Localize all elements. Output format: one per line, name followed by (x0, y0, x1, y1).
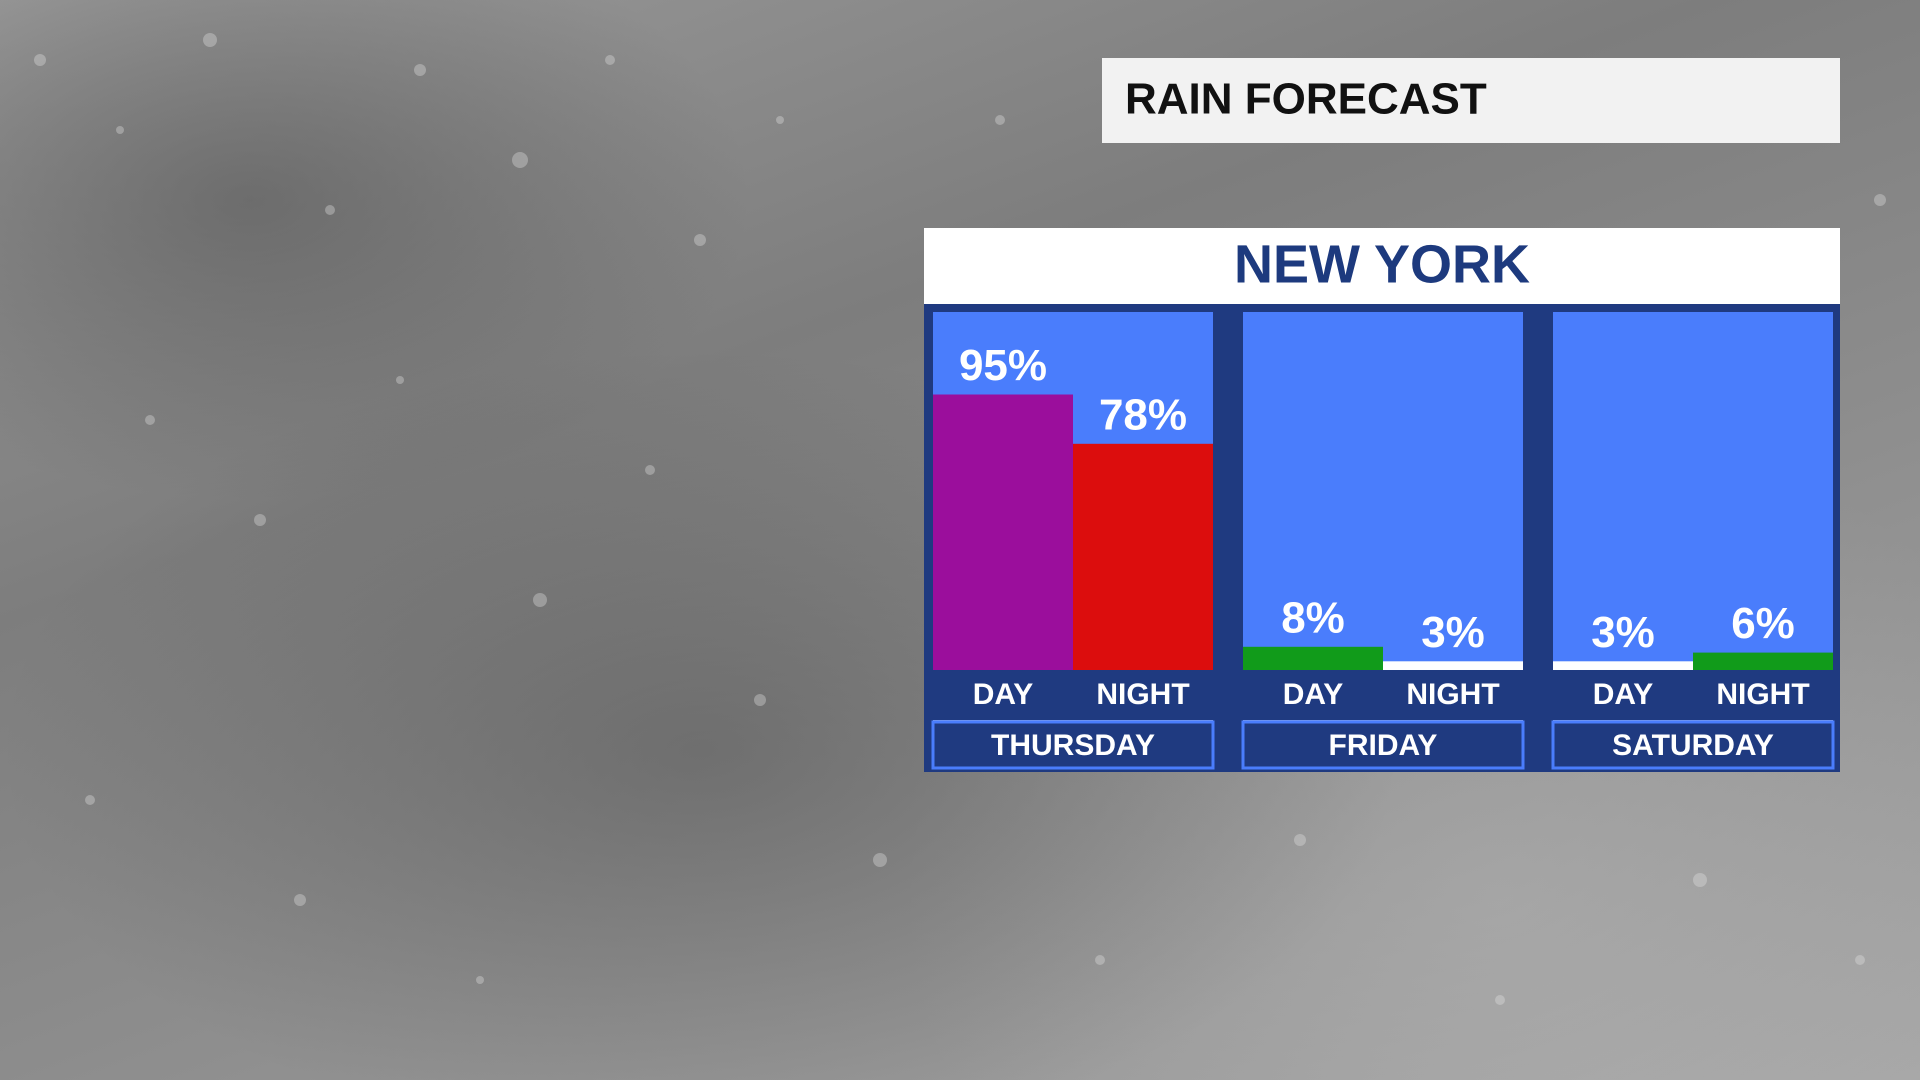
value-label: 3% (1591, 608, 1655, 657)
bar (933, 394, 1073, 670)
day-row (1551, 720, 1835, 770)
value-label: 3% (1421, 608, 1485, 657)
label-row (1243, 670, 1523, 720)
day-label: SATURDAY (1612, 729, 1774, 762)
value-label: 8% (1281, 593, 1345, 642)
day-label: FRIDAY (1329, 729, 1438, 762)
bar (1553, 661, 1693, 670)
subtitle-box (924, 228, 1840, 304)
series-label: NIGHT (1406, 678, 1499, 711)
series-label: DAY (1593, 678, 1654, 711)
day-row (1241, 720, 1525, 770)
series-label: NIGHT (1716, 678, 1809, 711)
series-label: DAY (973, 678, 1034, 711)
series-label: NIGHT (1096, 678, 1189, 711)
bar (1073, 443, 1213, 670)
bar (1243, 646, 1383, 670)
day-row (931, 720, 1215, 770)
bar (1383, 661, 1523, 670)
chart-title: RAIN FORECAST (1125, 75, 1487, 124)
day-label: THURSDAY (991, 729, 1155, 762)
bar (1693, 652, 1833, 670)
label-row (933, 670, 1213, 720)
value-label: 6% (1731, 599, 1795, 648)
panel-background (1243, 312, 1523, 670)
value-label: 78% (1099, 390, 1187, 439)
rain-drops (34, 33, 1886, 1005)
value-label: 95% (959, 341, 1047, 390)
label-row (1553, 670, 1833, 720)
title-box (1102, 58, 1840, 143)
panel-background (1553, 312, 1833, 670)
chart-subtitle: NEW YORK (1234, 234, 1530, 294)
series-label: DAY (1283, 678, 1344, 711)
